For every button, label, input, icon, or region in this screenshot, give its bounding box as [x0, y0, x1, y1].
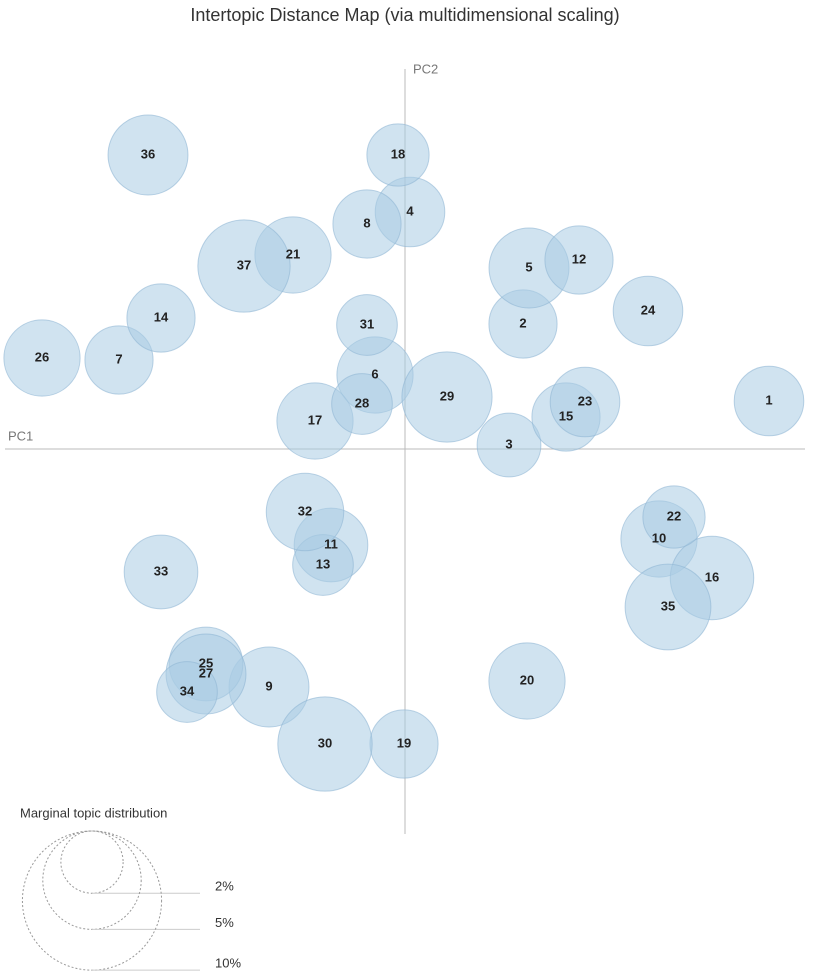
topic-label: 25 [199, 655, 213, 670]
topic-bubble [624, 563, 712, 651]
topic-bubble [156, 661, 218, 723]
topic-bubble [733, 365, 805, 437]
topic-bubble [84, 325, 154, 395]
x-axis-label: PC1 [8, 428, 33, 443]
topic-label: 21 [286, 246, 300, 261]
topic-label: 32 [298, 503, 312, 518]
topic-label: 22 [667, 508, 681, 523]
topic-bubble [476, 412, 542, 478]
topic-label: 37 [237, 257, 251, 272]
topic-bubble [265, 472, 345, 552]
topic-label: 4 [406, 203, 414, 218]
topic-label: 23 [578, 393, 592, 408]
topic-label: 15 [559, 408, 573, 423]
topic-label: 26 [35, 349, 49, 364]
topic-label: 34 [180, 683, 195, 698]
topic-bubble [197, 219, 291, 313]
topic-label: 19 [397, 735, 411, 750]
topic-bubble [612, 275, 684, 347]
topic-label: 2 [519, 315, 526, 330]
topic-label: 28 [355, 395, 369, 410]
legend-label: 10% [215, 956, 241, 971]
topic-bubble [123, 534, 199, 610]
topic-label: 30 [318, 735, 332, 750]
topic-label: 7 [115, 351, 122, 366]
topic-label: 29 [440, 388, 454, 403]
topic-label: 31 [360, 316, 374, 331]
topic-label: 8 [363, 215, 370, 230]
topic-bubble [107, 114, 189, 196]
topic-label: 27 [199, 665, 213, 680]
legend-circle [21, 830, 163, 971]
legend-label: 2% [215, 879, 234, 894]
topic-label: 20 [520, 672, 534, 687]
legend-circle [42, 830, 142, 930]
topic-bubble [336, 294, 398, 356]
topic-label: 18 [391, 146, 405, 161]
topic-label: 12 [572, 251, 586, 266]
topic-label: 33 [154, 563, 168, 578]
topic-label: 6 [371, 366, 378, 381]
chart-title: Intertopic Distance Map (via multidimens… [190, 5, 619, 25]
topic-label: 5 [525, 259, 532, 274]
topic-bubble [3, 319, 81, 397]
topic-bubble [331, 373, 393, 435]
topic-label: 17 [308, 412, 322, 427]
topic-bubble [549, 366, 621, 438]
topic-bubble [544, 225, 614, 295]
topic-label: 13 [316, 556, 330, 571]
topic-bubble [642, 485, 706, 549]
topic-bubble [332, 189, 402, 259]
topic-label: 16 [705, 569, 719, 584]
topic-bubble [277, 696, 373, 792]
topic-bubble [126, 283, 196, 353]
topic-bubble [401, 351, 493, 443]
topic-label: 14 [154, 309, 169, 324]
legend-title: Marginal topic distribution [20, 805, 167, 820]
topic-bubble [366, 123, 430, 187]
topic-label: 24 [641, 302, 656, 317]
topic-label: 10 [652, 530, 666, 545]
topic-label: 9 [265, 678, 272, 693]
topic-label: 11 [324, 536, 338, 551]
legend-circle [60, 830, 124, 894]
topic-label: 1 [765, 392, 772, 407]
y-axis-label: PC2 [413, 61, 438, 76]
topic-label: 35 [661, 598, 675, 613]
topic-label: 3 [505, 436, 512, 451]
topic-bubble [488, 642, 566, 720]
legend-label: 5% [215, 915, 234, 930]
topic-label: 36 [141, 146, 155, 161]
